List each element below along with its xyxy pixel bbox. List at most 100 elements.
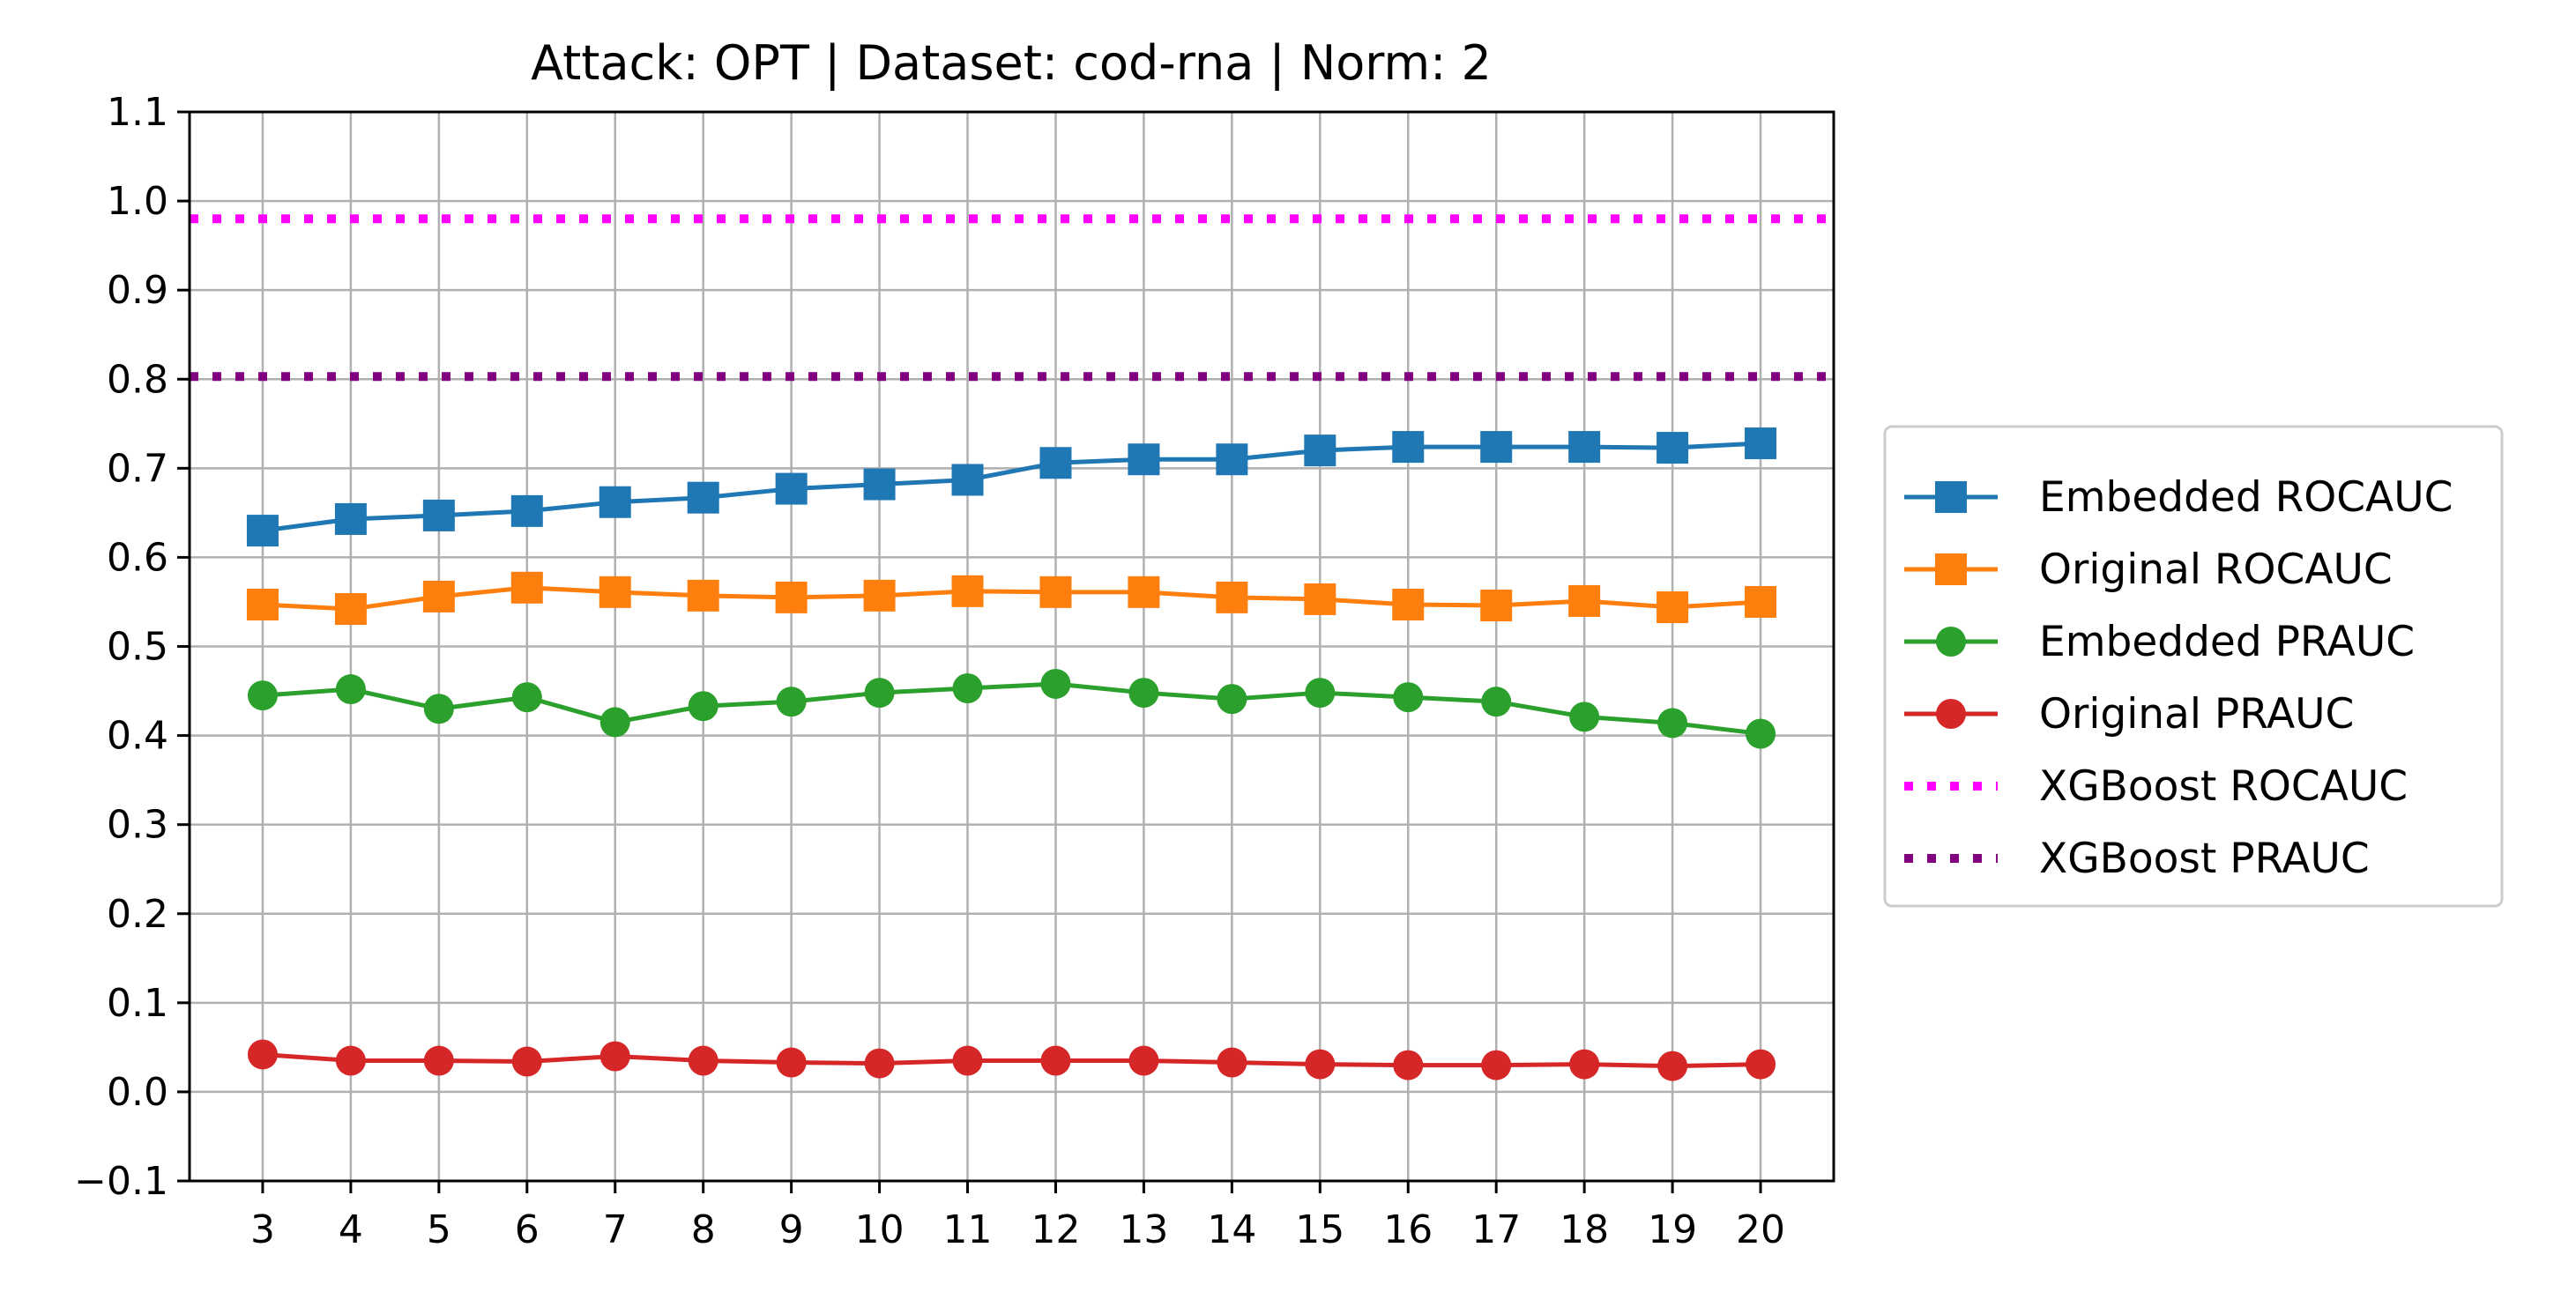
y-tick-label: 0.4 <box>107 714 168 759</box>
data-point <box>687 579 719 612</box>
y-tick-label: 0.7 <box>107 446 168 491</box>
data-point <box>1657 1051 1688 1081</box>
data-point <box>1392 588 1425 620</box>
data-point <box>334 502 367 535</box>
data-point <box>687 481 719 514</box>
x-tick-label: 17 <box>1471 1207 1521 1252</box>
legend-marker <box>1935 481 1967 513</box>
data-point <box>599 575 631 608</box>
data-point <box>247 680 278 711</box>
data-point <box>1040 1045 1071 1076</box>
legend-marker <box>1936 699 1966 729</box>
data-point <box>334 593 367 626</box>
reference-lines <box>190 214 1834 382</box>
data-point <box>511 682 542 713</box>
y-tick-label: 1.0 <box>107 179 168 224</box>
data-point <box>1745 585 1777 618</box>
data-point <box>246 515 279 547</box>
data-point <box>1216 581 1248 613</box>
data-point <box>1304 583 1336 615</box>
data-point <box>1039 575 1072 608</box>
y-tick-label: −0.1 <box>74 1159 168 1204</box>
x-tick-label: 11 <box>943 1207 993 1252</box>
data-point <box>1746 1049 1776 1080</box>
data-point <box>1128 678 1159 709</box>
x-tick-label: 3 <box>250 1207 275 1252</box>
data-series <box>246 427 1777 1081</box>
data-point <box>422 499 455 531</box>
data-point <box>1128 575 1160 608</box>
data-point <box>1305 678 1336 709</box>
data-point <box>864 1048 895 1079</box>
data-point <box>1746 718 1776 749</box>
data-point <box>1304 434 1336 467</box>
series-line <box>262 441 1761 533</box>
data-point <box>863 468 896 501</box>
data-point <box>335 674 366 705</box>
y-tick-label: 0.6 <box>107 535 168 580</box>
data-point <box>1568 584 1601 617</box>
data-point <box>1569 1049 1600 1080</box>
data-point <box>246 588 279 620</box>
data-point <box>510 571 543 604</box>
data-point <box>1657 432 1689 464</box>
data-point <box>776 1047 807 1078</box>
x-tick-label: 10 <box>855 1207 905 1252</box>
data-point <box>1216 443 1248 476</box>
data-point <box>422 580 455 613</box>
data-point <box>1480 590 1513 622</box>
data-point <box>775 581 808 613</box>
x-axis: 3 4 5 6 7 8 9 10 11 12 13 14 15 16 17 18 19 20 <box>250 1181 1785 1252</box>
data-point <box>688 691 718 722</box>
data-point <box>423 1045 454 1076</box>
data-point <box>776 687 807 717</box>
data-point <box>1128 1045 1159 1076</box>
data-point <box>599 707 630 738</box>
x-tick-label: 12 <box>1031 1207 1080 1252</box>
data-point <box>1657 708 1688 739</box>
data-point <box>1040 668 1071 699</box>
data-point <box>863 579 896 612</box>
data-point <box>1217 684 1247 715</box>
x-tick-label: 6 <box>515 1207 540 1252</box>
series-line <box>262 681 1761 737</box>
data-point <box>1217 1047 1247 1078</box>
x-tick-label: 20 <box>1736 1207 1785 1252</box>
data-point <box>1481 687 1512 717</box>
series-line <box>262 585 1761 612</box>
data-point <box>1569 702 1600 732</box>
data-point <box>1305 1049 1336 1080</box>
data-point <box>1393 682 1424 713</box>
legend-label: XGBoost ROCAUC <box>2039 762 2408 811</box>
data-point <box>1568 431 1601 464</box>
data-point <box>599 486 631 518</box>
y-tick-label: 0.2 <box>107 892 168 937</box>
y-tick-label: 0.8 <box>107 357 168 402</box>
legend-label: Embedded ROCAUC <box>2039 473 2453 522</box>
legend-box <box>1883 425 2504 908</box>
y-tick-label: 0.5 <box>107 625 168 670</box>
data-point <box>1393 1050 1424 1080</box>
legend-label: Original PRAUC <box>2039 690 2354 739</box>
data-point <box>1039 447 1072 479</box>
data-point <box>511 1046 542 1077</box>
data-point <box>1657 591 1689 624</box>
legend-label: Original ROCAUC <box>2039 546 2393 594</box>
data-point <box>599 1041 630 1072</box>
data-point <box>1128 443 1160 476</box>
data-point <box>1745 427 1777 460</box>
data-point <box>247 1039 278 1070</box>
legend-label: XGBoost PRAUC <box>2039 835 2370 883</box>
chart-title: Attack: OPT | Dataset: cod-rna | Norm: 2 <box>531 35 1492 91</box>
data-point <box>1480 431 1513 464</box>
x-tick-label: 18 <box>1560 1207 1609 1252</box>
legend-label: Embedded PRAUC <box>2039 618 2415 666</box>
data-point <box>1481 1050 1512 1080</box>
series-line <box>262 1051 1761 1069</box>
data-point <box>423 694 454 724</box>
data-point <box>335 1045 366 1076</box>
x-tick-label: 16 <box>1383 1207 1433 1252</box>
data-point <box>1392 431 1425 464</box>
legend-marker <box>1936 627 1966 657</box>
